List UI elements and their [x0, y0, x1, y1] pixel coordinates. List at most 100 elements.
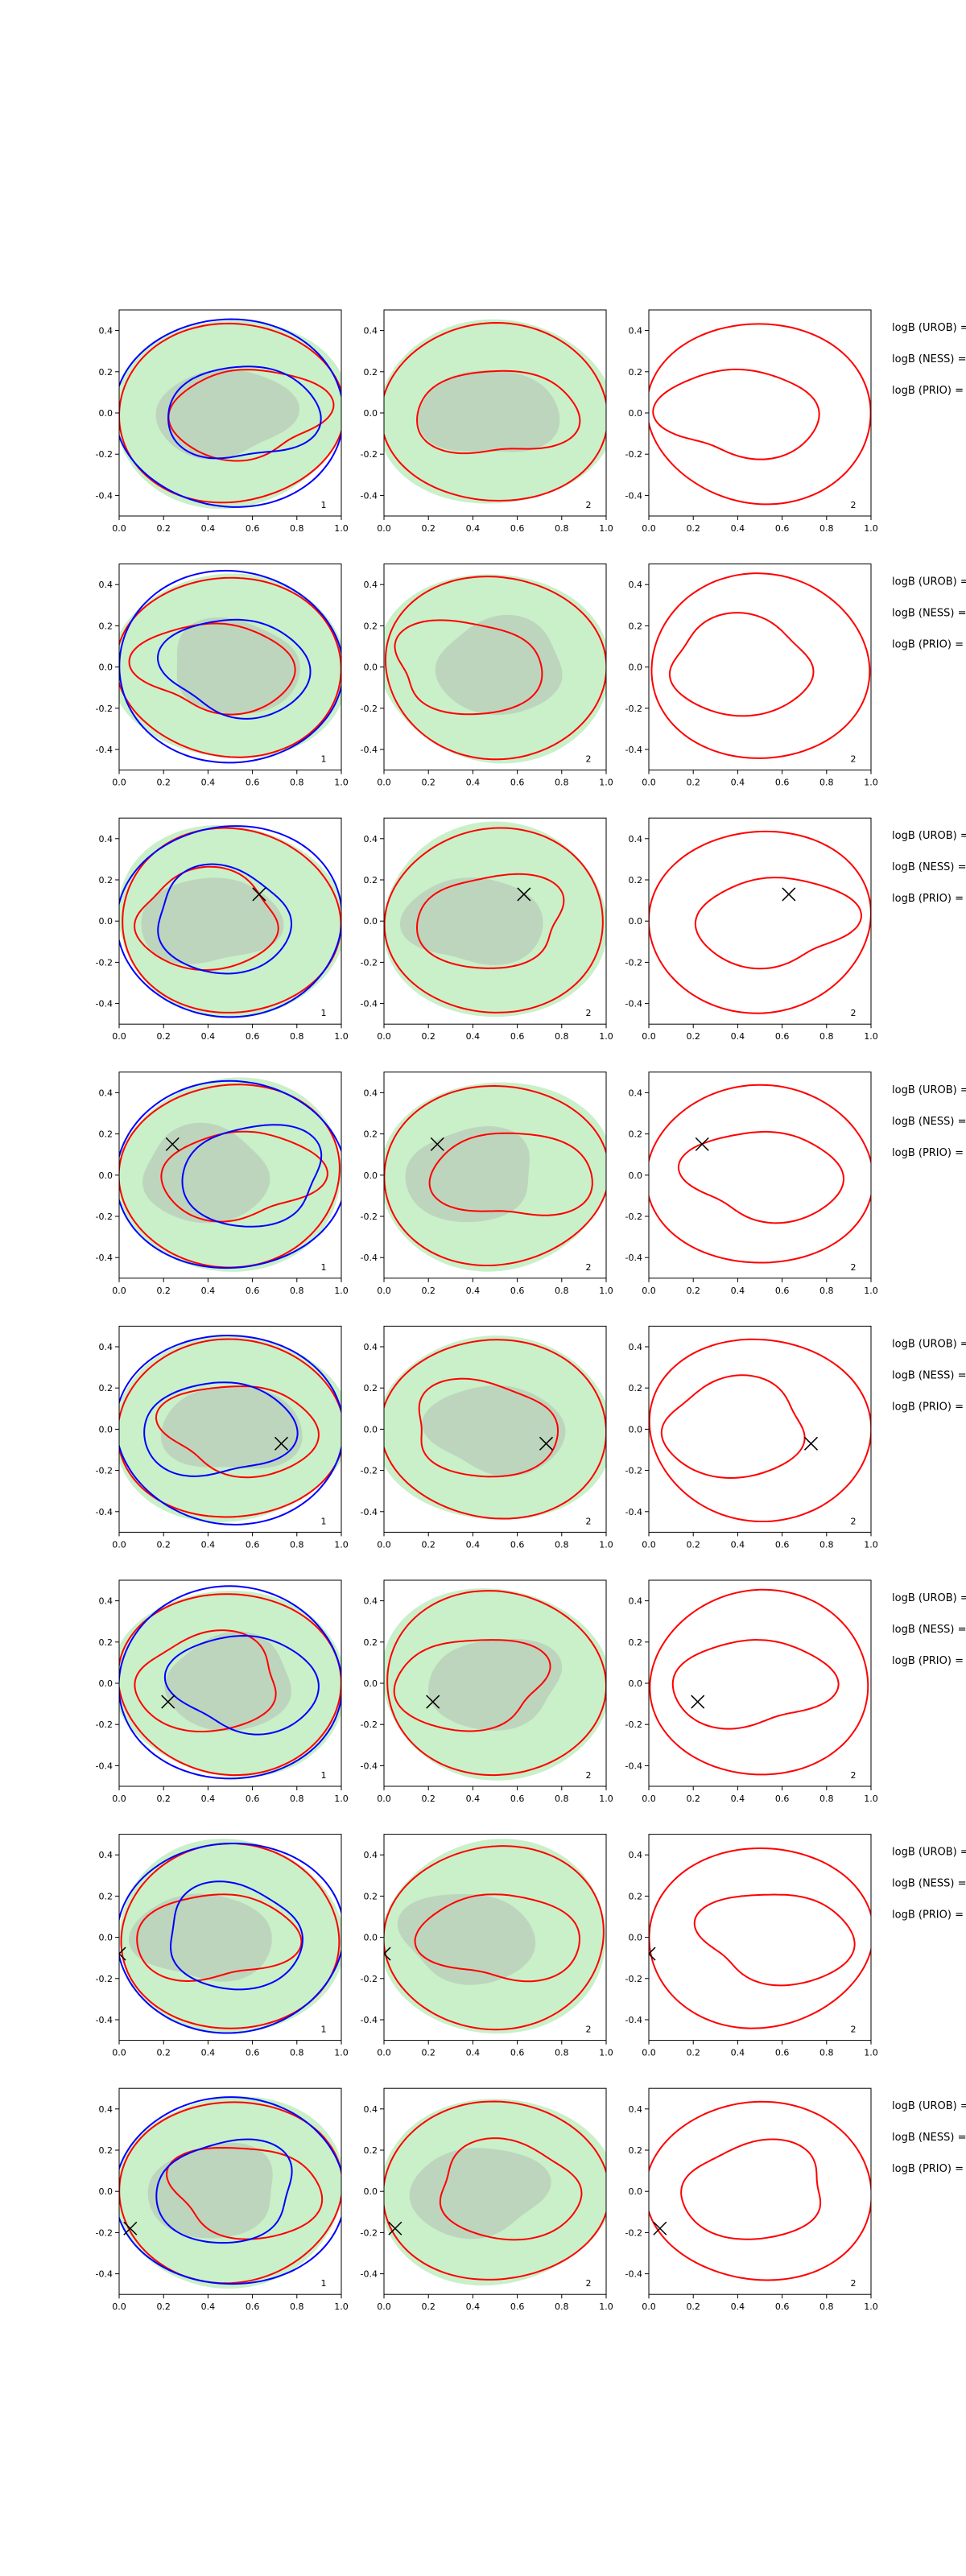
y-tick-label: 0.2 — [99, 1129, 114, 1140]
x-tick-label: 0.2 — [421, 778, 436, 788]
x-tick-label: 1.0 — [334, 778, 349, 788]
posterior-inner-region — [160, 1386, 303, 1469]
red-contour-outer — [384, 827, 604, 1013]
panel-label: 1 — [321, 1770, 327, 1781]
panel-label: 2 — [851, 1008, 857, 1018]
y-tick-label: 0.2 — [364, 621, 378, 631]
y-tick-label: 0.0 — [629, 663, 643, 673]
axes-frame — [648, 1834, 872, 2041]
panel-r1-c3: 2 0.0 0.2 0.4 0.6 0.8 1.0 -0.4 -0.2 0.0 0.2 0.4 — [625, 309, 878, 534]
marker-x-stroke — [649, 1953, 656, 1961]
y-tick-label: -0.2 — [361, 1212, 378, 1222]
marker-x — [274, 1436, 289, 1451]
x-tick-label: 0.4 — [201, 2048, 216, 2058]
posterior-inner-region — [142, 1122, 270, 1224]
x-tick-label: 0.4 — [466, 523, 481, 534]
y-tick-label: -0.4 — [361, 745, 378, 755]
marker-x-stroke — [653, 2221, 667, 2235]
panel-label: 2 — [586, 754, 592, 765]
y-tick-label: -0.2 — [96, 957, 113, 968]
x-tick-label: 1.0 — [334, 1286, 349, 1296]
red-contour-inner — [680, 2138, 822, 2240]
y-tick-label: 0.4 — [99, 1342, 114, 1352]
panel-r3-c3: 2 0.0 0.2 0.4 0.6 0.8 1.0 -0.4 -0.2 0.0 0.2 0.4 — [625, 817, 878, 1042]
x-tick-label: 0.8 — [290, 778, 304, 788]
x-tick-label: 0.0 — [642, 778, 656, 788]
x-tick-label: 0.6 — [246, 2048, 260, 2058]
y-tick-label: -0.2 — [361, 449, 378, 460]
panel-r2-c2: 2 0.0 0.2 0.4 0.6 0.8 1.0 -0.4 -0.2 0.0 0.2 0.4 — [361, 564, 613, 788]
y-tick-label: 0.2 — [364, 875, 378, 886]
panel-r4-c2: 2 0.0 0.2 0.4 0.6 0.8 1.0 -0.4 -0.2 0.0 0.2 0.4 — [361, 1071, 613, 1296]
red-contour-outer — [650, 572, 871, 759]
y-tick-label: 0.4 — [99, 2104, 114, 2115]
y-tick-label: 0.4 — [364, 1850, 378, 1860]
red-contour-outer — [384, 2100, 606, 2281]
y-tick-label: 0.2 — [364, 1891, 378, 1901]
x-tick-label: 0.2 — [156, 2301, 171, 2312]
marker-x — [517, 887, 531, 902]
y-tick-label: 0.0 — [364, 1170, 378, 1181]
x-tick-label: 0.8 — [819, 1031, 834, 1042]
panel-label: 2 — [586, 1516, 592, 1526]
panel-contents — [384, 1839, 606, 2034]
y-tick-label: -0.4 — [625, 490, 642, 501]
y-tick-label: -0.2 — [625, 1719, 642, 1730]
x-tick-label: 0.8 — [819, 778, 834, 788]
y-tick-label: 0.4 — [629, 1342, 643, 1352]
marker-x — [161, 1695, 175, 1709]
x-tick-label: 0.0 — [112, 1286, 126, 1296]
y-tick-label: 0.2 — [364, 2145, 378, 2156]
blue-contour-outer — [119, 318, 341, 508]
x-tick-label: 0.4 — [731, 1031, 745, 1042]
y-tick-label: -0.2 — [96, 704, 113, 714]
x-tick-label: 0.8 — [555, 2048, 569, 2058]
marker-x-stroke — [274, 1436, 289, 1451]
x-tick-label: 0.2 — [686, 1794, 700, 1804]
y-tick-label: 0.0 — [99, 408, 114, 419]
x-tick-label: 0.2 — [421, 1539, 436, 1550]
blue-contour-outer — [119, 1080, 341, 1269]
x-tick-label: 0.6 — [246, 1539, 260, 1550]
y-tick-label: 0.2 — [629, 1637, 643, 1648]
y-tick-label: 0.4 — [629, 834, 643, 844]
red-contour-outer — [649, 2100, 871, 2281]
red-contour-inner — [128, 622, 296, 716]
x-tick-label: 0.4 — [466, 1794, 481, 1804]
red-contour-inner — [694, 877, 863, 970]
y-tick-label: -0.4 — [361, 1507, 378, 1517]
x-tick-label: 0.4 — [201, 2301, 216, 2312]
x-tick-label: 0.2 — [686, 2301, 700, 2312]
x-tick-label: 0.6 — [246, 1286, 260, 1296]
panel-r7-c2: 2 0.0 0.2 0.4 0.6 0.8 1.0 -0.4 -0.2 0.0 0.2 0.4 — [361, 1834, 613, 2058]
x-tick-label: 0.2 — [686, 523, 700, 534]
logb-label: logB (NESS) = — [892, 2132, 966, 2144]
x-tick-label: 1.0 — [599, 1286, 613, 1296]
blue-contour-inner — [157, 863, 293, 975]
y-tick-label: -0.2 — [625, 2227, 642, 2238]
y-tick-label: 0.0 — [99, 1424, 114, 1435]
marker-x — [252, 887, 266, 902]
logb-label: logB (NESS) = — [892, 1624, 966, 1636]
red-contour-outer — [386, 1590, 606, 1777]
panel-label: 1 — [321, 1262, 327, 1273]
x-tick-label: 0.8 — [819, 1539, 834, 1550]
y-tick-label: -0.2 — [625, 449, 642, 460]
panel-label: 2 — [586, 2025, 592, 2035]
red-contour-inner — [393, 1639, 551, 1732]
x-tick-label: 0.0 — [112, 778, 126, 788]
x-tick-label: 0.2 — [686, 778, 700, 788]
y-tick-label: 0.2 — [99, 621, 114, 631]
y-tick-label: 0.4 — [99, 1596, 114, 1607]
x-tick-label: 0.4 — [731, 2301, 745, 2312]
y-tick-label: 0.4 — [99, 1850, 114, 1860]
logb-label: logB (UROB) = — [892, 1338, 966, 1350]
x-tick-label: 1.0 — [599, 2301, 613, 2312]
logb-label: logB (PRIO) = — [892, 639, 964, 651]
y-tick-label: 0.4 — [364, 326, 378, 336]
y-tick-label: -0.4 — [361, 999, 378, 1009]
panel-contents — [649, 1084, 871, 1264]
logb-label: logB (PRIO) = — [892, 385, 964, 397]
x-tick-label: 0.6 — [510, 1286, 525, 1296]
y-tick-label: -0.4 — [625, 1761, 642, 1771]
